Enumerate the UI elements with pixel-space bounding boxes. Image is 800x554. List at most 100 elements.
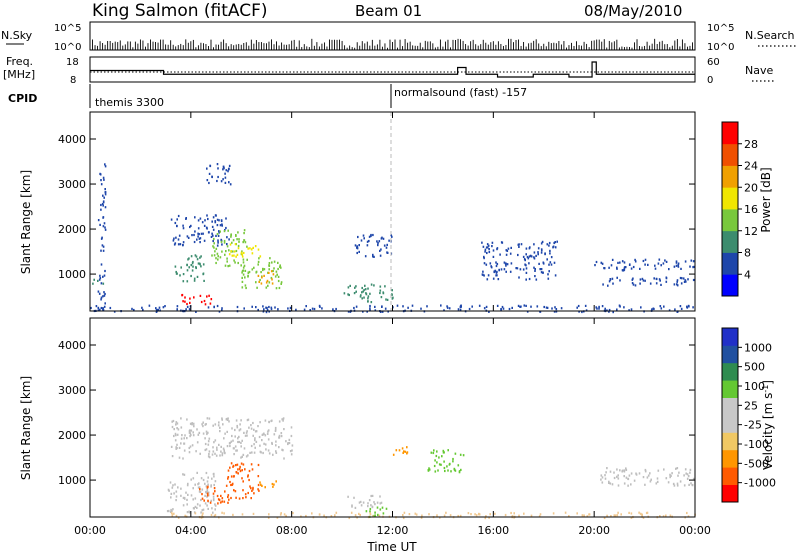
nsky-label: N.Sky xyxy=(1,29,33,42)
range-cell xyxy=(193,233,195,237)
range-cell xyxy=(586,515,589,518)
range-cell xyxy=(621,269,624,272)
range-cell xyxy=(621,470,623,473)
range-cell xyxy=(170,496,172,499)
range-cell xyxy=(358,501,361,504)
range-cell xyxy=(133,308,135,312)
range-cell xyxy=(247,474,249,477)
range-cell xyxy=(628,309,630,312)
range-cell xyxy=(272,453,274,456)
range-cell xyxy=(200,477,203,480)
range-cell xyxy=(639,512,642,515)
range-cell xyxy=(371,506,374,509)
range-cell xyxy=(388,239,390,242)
range-cell xyxy=(202,263,205,266)
range-cell xyxy=(228,253,231,256)
range-cell xyxy=(435,454,438,458)
cpid-label: CPID xyxy=(8,92,37,105)
range-cell xyxy=(657,262,660,265)
range-cell xyxy=(676,484,679,487)
range-cell xyxy=(542,261,545,264)
range-cell xyxy=(253,266,255,269)
range-cell xyxy=(179,243,182,246)
range-cell xyxy=(519,268,522,271)
colorbar-tick-label: 20 xyxy=(744,181,758,194)
range-cell xyxy=(247,247,249,250)
range-cell xyxy=(275,451,278,454)
range-cell xyxy=(631,278,634,281)
range-cell xyxy=(205,490,207,494)
range-cell xyxy=(617,511,619,514)
range-cell xyxy=(305,514,307,518)
range-cell xyxy=(207,231,210,234)
range-cell xyxy=(186,511,189,514)
range-cell xyxy=(549,252,551,255)
range-cell xyxy=(237,244,240,248)
range-cell xyxy=(228,249,230,252)
range-cell xyxy=(655,482,658,485)
range-cell xyxy=(196,258,199,261)
colorbar-tick-label: -100 xyxy=(744,438,769,451)
range-cell xyxy=(449,514,452,517)
range-cell xyxy=(627,477,629,480)
range-cell xyxy=(545,306,548,309)
range-cell xyxy=(210,485,212,488)
range-cell xyxy=(630,483,632,486)
range-cell xyxy=(347,286,350,289)
range-cell xyxy=(647,263,649,266)
range-cell xyxy=(369,510,371,513)
range-cell xyxy=(269,257,271,260)
range-cell xyxy=(238,240,240,243)
range-cell xyxy=(187,258,189,261)
range-cell xyxy=(295,308,297,311)
range-cell xyxy=(104,188,106,191)
range-cell xyxy=(99,308,101,311)
range-cell xyxy=(228,264,231,267)
range-cell xyxy=(234,490,237,493)
range-cell xyxy=(656,477,659,480)
range-cell xyxy=(382,291,384,294)
range-cell xyxy=(270,276,273,280)
range-cell xyxy=(175,423,177,426)
range-cell xyxy=(250,463,253,466)
range-cell xyxy=(537,253,539,256)
range-cell xyxy=(644,483,646,486)
range-cell xyxy=(290,453,293,456)
range-cell xyxy=(177,428,180,431)
range-cell xyxy=(630,512,633,515)
range-cell xyxy=(233,259,235,262)
range-cell xyxy=(689,471,691,474)
range-cell xyxy=(102,204,104,207)
range-cell xyxy=(685,472,687,475)
range-cell xyxy=(676,284,679,287)
range-cell xyxy=(199,263,201,266)
range-cell xyxy=(367,505,369,508)
range-cell xyxy=(543,305,545,309)
range-cell xyxy=(184,296,186,299)
range-cell xyxy=(204,423,207,426)
range-cell xyxy=(285,514,287,517)
range-cell xyxy=(171,509,173,513)
range-cell xyxy=(250,248,253,251)
range-cell xyxy=(576,306,578,309)
range-cell xyxy=(662,515,665,518)
range-cell xyxy=(259,450,262,453)
range-cell xyxy=(227,168,230,171)
range-cell xyxy=(402,451,404,454)
range-cell xyxy=(263,432,265,435)
range-cell xyxy=(318,304,321,307)
range-cell xyxy=(241,286,244,289)
range-cell xyxy=(201,423,203,426)
range-cell xyxy=(517,304,520,307)
range-cell xyxy=(191,234,193,237)
range-cell xyxy=(197,232,199,235)
range-cell xyxy=(100,237,103,240)
range-cell xyxy=(201,497,204,500)
range-cell xyxy=(363,237,365,240)
range-cell xyxy=(379,502,382,505)
colorbar-tick-label: 4 xyxy=(744,268,751,281)
range-cell xyxy=(581,310,583,314)
range-cell xyxy=(231,434,233,438)
range-cell xyxy=(207,431,209,434)
range-cell xyxy=(623,266,626,269)
